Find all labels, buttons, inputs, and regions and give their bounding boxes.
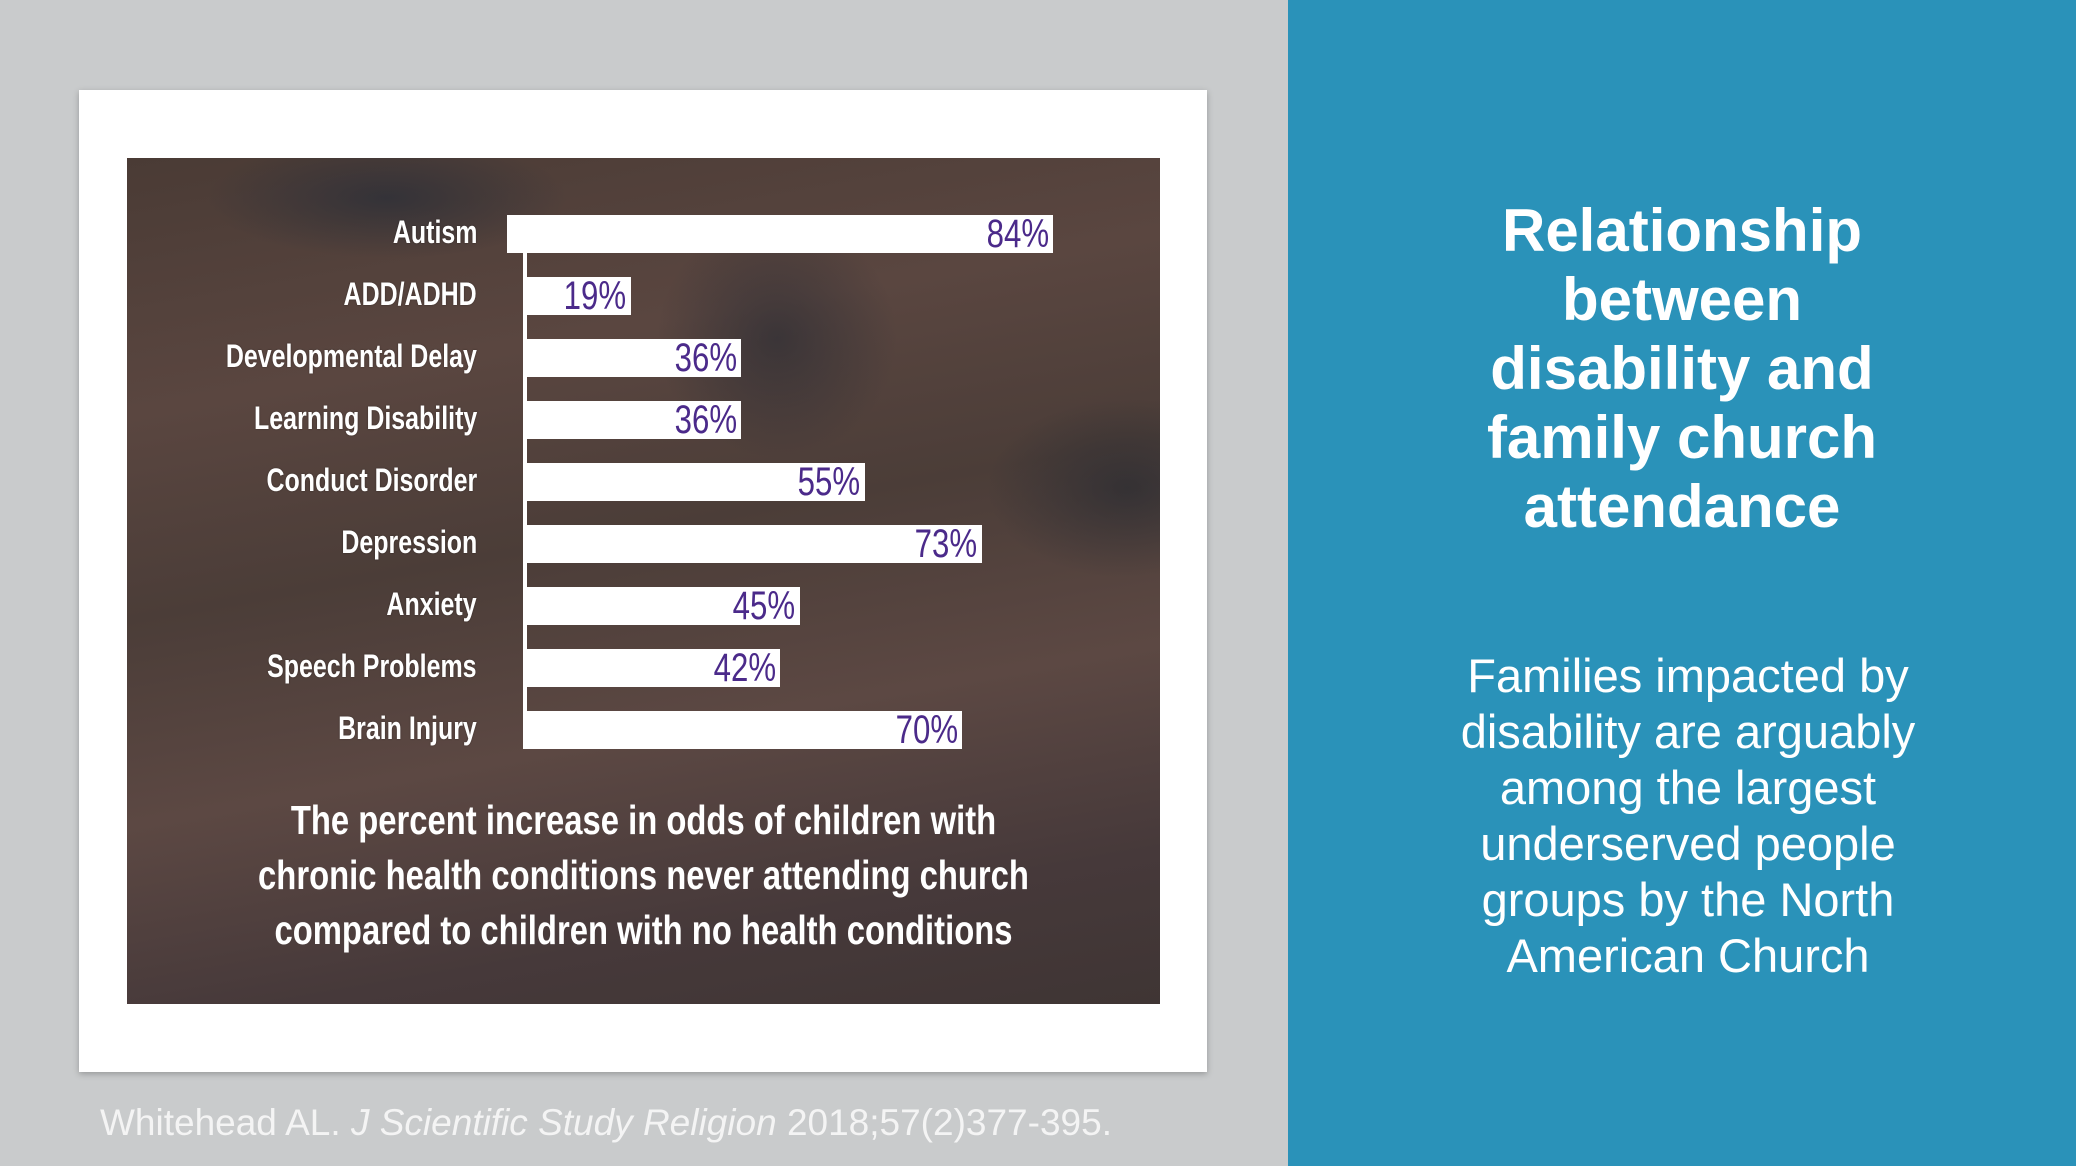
body-line: disability are arguably [1460,705,1916,758]
title-line: Relationship [1501,197,1863,264]
value-label: 84% [986,212,1049,256]
category-label: Speech Problems [267,648,477,684]
value-label: 70% [895,708,958,752]
body-line: among the largest [1499,761,1877,814]
bar: 42% [523,646,780,690]
category-label: Developmental Delay [225,338,477,374]
category-label: Brain Injury [338,710,477,746]
caption-line: chronic health conditions never attendin… [258,852,1029,898]
value-label: 19% [564,274,627,318]
body-line: Families impacted by [1467,649,1909,702]
category-label: Conduct Disorder [266,462,477,498]
value-label: 45% [733,584,796,628]
slide-title: Relationship between disability and fami… [1288,196,2076,541]
category-label: Depression [341,524,477,560]
citation: Whitehead AL. J Scientific Study Religio… [100,1102,1112,1144]
bar: 70% [523,708,962,752]
category-label: Autism [392,214,477,250]
category-label: Learning Disability [253,400,477,436]
value-label: 55% [798,460,861,504]
body-line: groups by the North [1481,873,1895,926]
value-label: 42% [713,646,776,690]
caption-line: The percent increase in odds of children… [290,797,997,843]
chart-caption: The percent increase in odds of children… [127,793,1160,958]
category-label: Anxiety [386,586,477,622]
value-label: 36% [674,398,737,442]
title-line: attendance [1523,473,1841,540]
bar: 36% [523,398,741,442]
bar: 73% [523,522,982,566]
bar: 19% [523,274,631,318]
caption-line: compared to children with no health cond… [274,907,1013,953]
citation-journal: J Scientific Study Religion [350,1102,777,1143]
citation-authors: Whitehead AL. [100,1102,341,1143]
slide-body: Families impacted by disability are argu… [1288,648,2076,984]
right-panel: Relationship between disability and fami… [1288,0,2076,1166]
value-label: 73% [915,522,978,566]
body-line: American Church [1506,929,1870,982]
body-line: underserved people [1480,817,1896,870]
value-label: 36% [674,336,737,380]
category-label: ADD/ADHD [343,276,477,312]
title-line: between [1561,266,1803,333]
title-line: disability and [1490,335,1874,402]
citation-details: 2018;57(2)377-395. [786,1102,1112,1143]
bar: 84% [507,212,1053,256]
bar: 55% [523,460,865,504]
title-line: family church [1486,404,1878,471]
bar: 36% [523,336,741,380]
bar: 45% [523,584,800,628]
left-panel: Autism 84% ADD/ADHD 19% Developmental Delay 3… [79,90,1207,1144]
bar-chart: Autism 84% ADD/ADHD 19% Developmental Delay 3… [127,158,1160,1004]
